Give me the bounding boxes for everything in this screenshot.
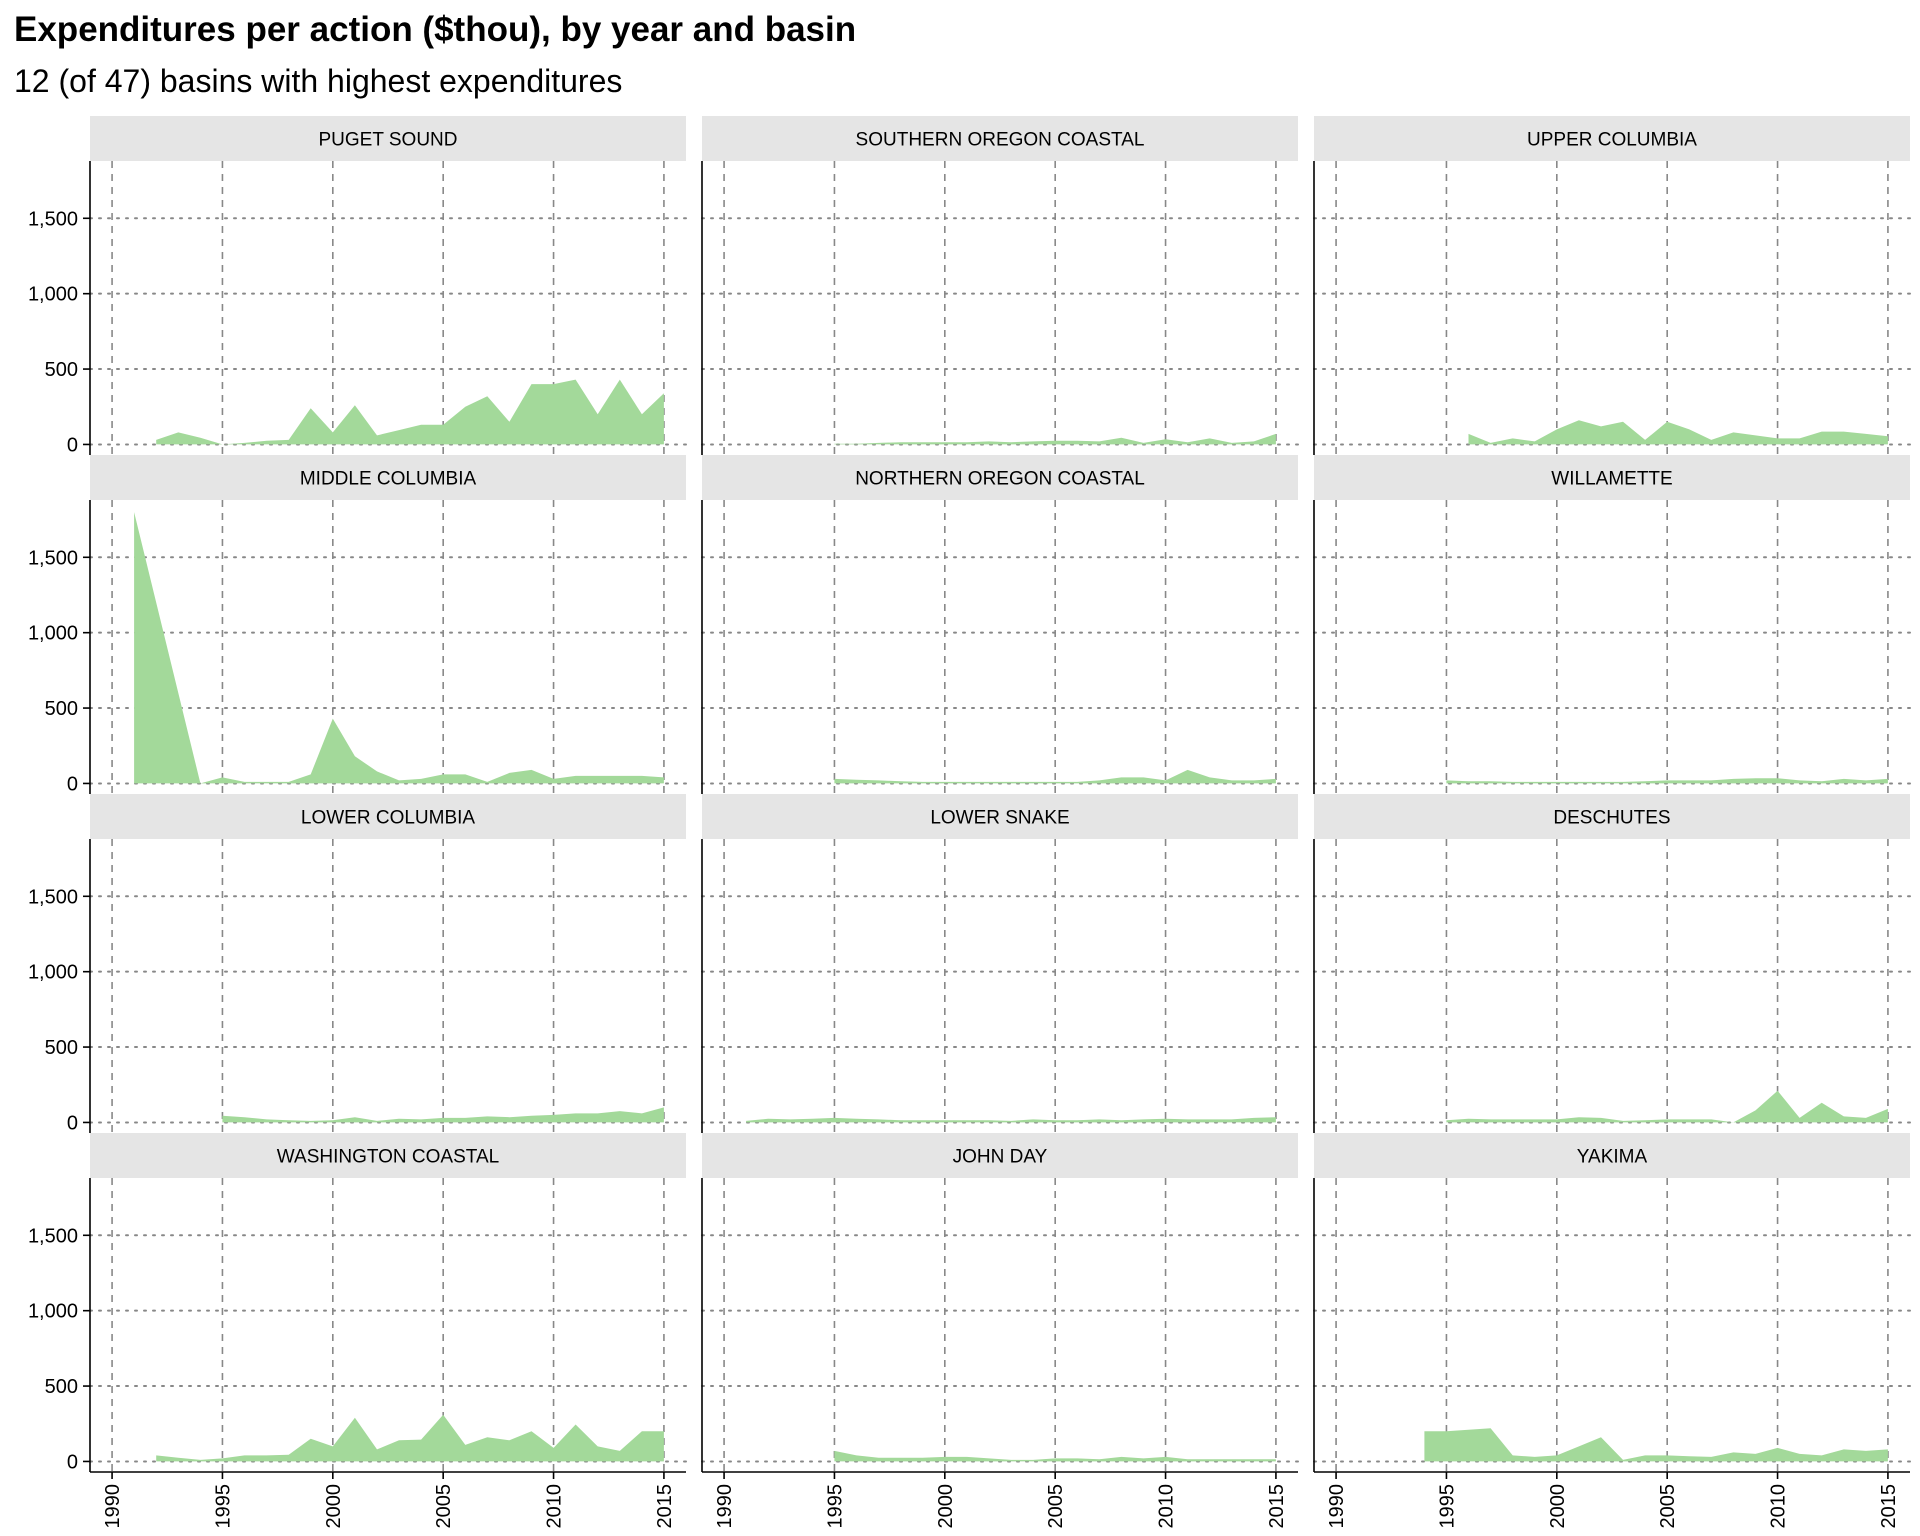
facet-strip: [702, 455, 1298, 500]
y-tick-label: 1,000: [28, 1301, 78, 1323]
x-tick-label: 1995: [824, 1484, 846, 1529]
facet-panel: LOWER SNAKE: [701, 794, 1299, 1133]
facet-strip: [702, 1133, 1298, 1178]
x-tick-label: 2005: [433, 1484, 455, 1529]
area-series: [134, 512, 664, 784]
facet-panel: WILLAMETTE: [1313, 455, 1911, 794]
facet-strip-label: JOHN DAY: [953, 1147, 1048, 1168]
facet-strip: [90, 794, 686, 839]
facet-strip: [1314, 455, 1910, 500]
facet-panel: NORTHERN OREGON COASTAL: [701, 455, 1299, 794]
facet-strip: [1314, 1133, 1910, 1178]
facet-strip: [702, 116, 1298, 161]
area-series: [1446, 778, 1888, 784]
area-series: [746, 1117, 1276, 1123]
chart-subtitle: 12 (of 47) basins with highest expenditu…: [14, 63, 622, 99]
x-tick-label: 2010: [1156, 1484, 1178, 1529]
facet-panel: YAKIMA 1990 1995 2000 2005 2010 2015: [1313, 1133, 1911, 1529]
x-tick-label: 1990: [1326, 1484, 1348, 1529]
facet-panel: WASHINGTON COASTAL 0 500 1,000 1,500 1990 1995…: [28, 1133, 687, 1529]
y-tick-label: 0: [67, 1112, 78, 1134]
facet-panels: PUGET SOUND 0 500 1,000 1,500 SOUTHERN OREGON…: [28, 116, 1911, 1529]
area-series: [1446, 1090, 1888, 1123]
facet-strip-label: DESCHUTES: [1553, 808, 1670, 829]
x-tick-label: 1990: [714, 1484, 736, 1529]
x-tick-label: 2010: [544, 1484, 566, 1529]
facet-strip-label: WASHINGTON COASTAL: [277, 1147, 499, 1168]
x-tick-label: 2000: [1547, 1484, 1569, 1529]
y-tick-label: 1,500: [28, 208, 78, 230]
facet-strip-label: SOUTHERN OREGON COASTAL: [856, 130, 1145, 151]
area-series: [222, 1107, 664, 1123]
facet-strip-label: PUGET SOUND: [318, 130, 457, 151]
facet-panel: UPPER COLUMBIA: [1313, 116, 1911, 455]
area-series: [834, 769, 1276, 784]
x-tick-label: 1995: [1436, 1484, 1458, 1529]
facet-strip: [90, 1133, 686, 1178]
facet-strip-label: MIDDLE COLUMBIA: [300, 469, 477, 490]
facet-strip-label: LOWER SNAKE: [930, 808, 1069, 829]
y-tick-label: 1,500: [28, 886, 78, 908]
y-tick-label: 500: [45, 1037, 78, 1059]
x-tick-label: 1990: [102, 1484, 124, 1529]
y-tick-label: 0: [67, 773, 78, 795]
y-tick-label: 500: [45, 698, 78, 720]
facet-strip-label: NORTHERN OREGON COASTAL: [855, 469, 1145, 490]
facet-strip-label: WILLAMETTE: [1551, 469, 1672, 490]
area-series: [834, 433, 1276, 445]
y-tick-label: 500: [45, 1376, 78, 1398]
facet-strip: [702, 794, 1298, 839]
area-series: [1424, 1428, 1888, 1462]
x-tick-label: 2000: [323, 1484, 345, 1529]
facet-panel: MIDDLE COLUMBIA 0 500 1,000 1,500: [28, 455, 687, 795]
facet-strip-label: LOWER COLUMBIA: [301, 808, 476, 829]
y-tick-label: 0: [67, 434, 78, 456]
facet-strip: [1314, 794, 1910, 839]
facet-strip: [90, 455, 686, 500]
area-series: [1468, 420, 1888, 445]
facet-panel: PUGET SOUND 0 500 1,000 1,500: [28, 116, 687, 456]
x-tick-label: 2000: [935, 1484, 957, 1529]
facet-panel: DESCHUTES: [1313, 794, 1911, 1133]
chart-title: Expenditures per action ($thou), by year…: [14, 10, 856, 49]
facet-panel: JOHN DAY 1990 1995 2000 2005 2010 2015: [701, 1133, 1299, 1529]
area-series: [834, 1450, 1276, 1462]
x-tick-label: 2015: [1266, 1484, 1288, 1529]
facet-strip: [90, 116, 686, 161]
facet-strip-label: YAKIMA: [1577, 1147, 1648, 1168]
area-series: [156, 1414, 664, 1462]
y-tick-label: 500: [45, 359, 78, 381]
facet-strip: [1314, 116, 1910, 161]
area-series: [156, 379, 664, 445]
y-tick-label: 1,500: [28, 1225, 78, 1247]
x-tick-label: 1995: [212, 1484, 234, 1529]
facet-strip-label: UPPER COLUMBIA: [1527, 130, 1697, 151]
facet-panel: SOUTHERN OREGON COASTAL: [701, 116, 1299, 455]
x-tick-label: 2005: [1045, 1484, 1067, 1529]
y-tick-label: 1,000: [28, 284, 78, 306]
x-tick-label: 2015: [1878, 1484, 1900, 1529]
y-tick-label: 1,000: [28, 623, 78, 645]
y-tick-label: 1,500: [28, 547, 78, 569]
x-tick-label: 2010: [1768, 1484, 1790, 1529]
y-tick-label: 1,000: [28, 962, 78, 984]
x-tick-label: 2005: [1657, 1484, 1679, 1529]
x-tick-label: 2015: [654, 1484, 676, 1529]
y-tick-label: 0: [67, 1451, 78, 1473]
facet-panel: LOWER COLUMBIA 0 500 1,000 1,500: [28, 794, 687, 1134]
